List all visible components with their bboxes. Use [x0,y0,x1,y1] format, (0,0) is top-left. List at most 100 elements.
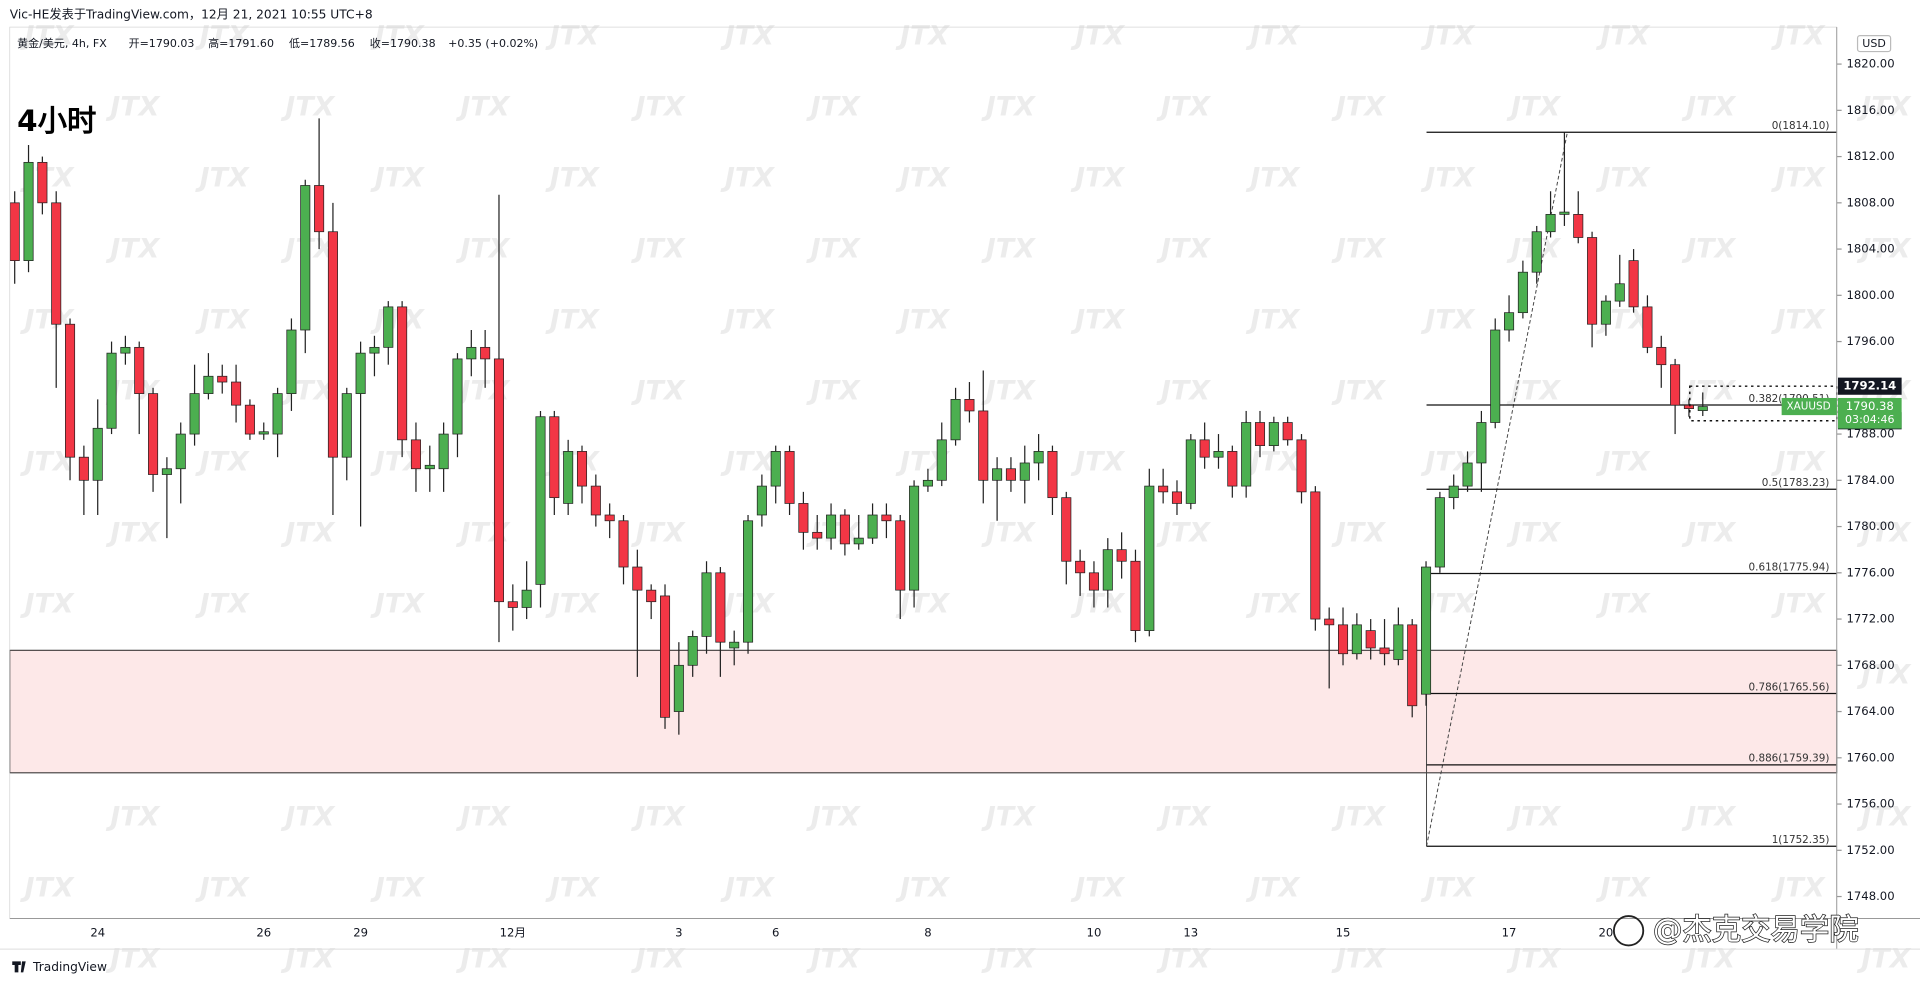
candle-body [1310,491,1321,620]
candle-body [1047,451,1058,499]
candle-body [673,664,684,712]
legend-symbol: 黄金/美元, 4h, FX [17,36,107,50]
watermark: JTX [105,233,160,264]
x-tick-label: 10 [1087,926,1102,940]
watermark: JTX [1156,375,1211,406]
candle-body [853,537,864,545]
watermark: JTX [895,162,950,193]
candle-body [618,520,629,568]
watermark: JTX [981,518,1036,549]
watermark: JTX [1070,162,1125,193]
y-tick-label: 1804.00 [1847,242,1895,256]
candle-body [1268,422,1279,446]
watermark: JTX [806,91,861,122]
watermark: JTX [895,304,950,335]
candle-body [175,433,186,470]
candle-body [978,410,989,481]
watermark: JTX [545,20,600,51]
candle-body [203,375,214,394]
candle-body [244,404,255,435]
currency: USD [1862,37,1886,50]
candle-body [839,514,850,545]
legend-change: +0.35 (+0.02%) [448,37,538,50]
watermark: JTX [19,589,74,620]
y-tick-label: 1808.00 [1847,195,1895,209]
watermark: JTX [455,233,510,264]
candle-body [798,503,809,533]
x-tick-label: 17 [1502,926,1517,940]
logo-mark [12,961,26,973]
watermark: JTX [720,20,775,51]
x-tick-label: 6 [772,926,779,940]
watermark: JTX [195,589,250,620]
candle-body [1600,300,1611,325]
watermark: JTX [1595,447,1650,478]
watermark: JTX [1156,518,1211,549]
y-tick-label: 1756.00 [1847,797,1895,811]
x-tick-label: 29 [353,926,368,940]
watermark: JTX [280,518,335,549]
watermark: JTX [455,802,510,833]
y-tick-label: 1748.00 [1847,889,1895,903]
candle-body [161,468,172,475]
candle-body [1365,630,1376,649]
candle-body [992,468,1003,481]
watermark: JTX [545,873,600,904]
watermark: JTX [545,589,600,620]
candle-body [1075,560,1086,574]
candle-body [1324,618,1335,626]
watermark: JTX [1245,873,1300,904]
candle-body [895,520,906,591]
fib-label: 0(1814.10) [1772,120,1830,132]
watermark: JTX [631,233,686,264]
watermark: JTX [895,20,950,51]
watermark: JTX [1156,802,1211,833]
footer-text: TradingView [32,960,107,974]
candle-body [1213,451,1224,458]
y-tick-label: 1788.00 [1847,427,1895,441]
candle-body [659,595,671,718]
watermark: JTX [545,162,600,193]
candle-body [355,352,366,394]
watermark: JTX [1681,802,1736,833]
candle-body [715,572,726,643]
candle-body [1158,485,1169,493]
candle-body [1282,422,1293,441]
candle-body [65,323,76,458]
candle-body [341,393,352,458]
plot: 0(1814.10)0.382(1790.51)0.5(1783.23)0.61… [9,118,1838,847]
candle-body [729,641,740,649]
watermark: JTX [631,802,686,833]
candle-body [576,451,588,487]
candle-body [493,358,505,603]
candle-body [148,393,159,475]
candle-body [1670,364,1681,406]
candle-body [563,451,574,504]
candle-body [743,520,754,643]
watermark: JTX [806,375,861,406]
watermark: JTX [981,233,1036,264]
watermark: JTX [105,518,160,549]
watermark: JTX [1420,162,1475,193]
watermark: JTX [1856,660,1911,691]
watermark: JTX [1070,304,1125,335]
candle-body [964,399,975,412]
candle-body [784,451,795,504]
candle-body [1434,497,1445,568]
candle-body [452,358,463,435]
watermark: JTX [1771,589,1826,620]
candle-body [507,601,518,608]
fib-label: 0.786(1765.56) [1749,681,1830,693]
candle-body [1683,404,1694,409]
watermark: JTX [1856,91,1911,122]
watermark: JTX [105,91,160,122]
watermark: JTX [1331,233,1386,264]
fib-label: 0.5(1783.23) [1762,477,1830,489]
y-tick-label: 1812.00 [1847,149,1895,163]
watermark: JTX [370,162,425,193]
x-tick-label: 12月 [500,926,526,940]
candle-body [23,161,34,262]
y-tick-label: 1776.00 [1847,565,1895,579]
watermark: JTX [195,447,250,478]
candle-body [1421,566,1432,695]
